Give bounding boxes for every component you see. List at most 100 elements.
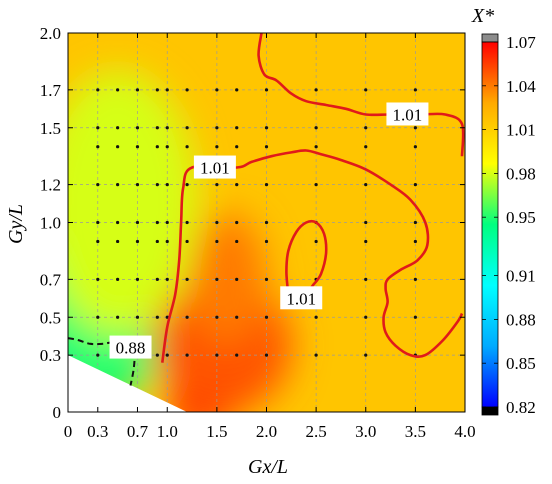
sample-point <box>135 239 140 244</box>
sample-point <box>364 220 368 225</box>
sample-point <box>116 126 120 130</box>
sample-point <box>165 353 169 357</box>
sample-point <box>314 353 318 357</box>
sample-point <box>235 145 239 149</box>
y-tick-label: 0.7 <box>40 270 62 289</box>
sample-point <box>185 353 189 357</box>
sample-point <box>314 126 318 130</box>
sample-point <box>135 183 140 187</box>
sample-point <box>364 183 368 187</box>
sample-point <box>116 239 120 244</box>
colorbar-label: X* <box>471 5 494 27</box>
sample-point <box>165 220 169 225</box>
sample-point <box>364 353 368 357</box>
sample-point <box>165 183 169 187</box>
y-tick-label: 0 <box>53 403 62 422</box>
sample-point <box>215 183 219 187</box>
colorbar-tick-label: 0.98 <box>506 164 536 183</box>
heatmap-spot <box>68 70 198 337</box>
contour-line <box>257 33 465 157</box>
sample-point <box>264 88 269 92</box>
sample-point <box>264 183 269 187</box>
sample-point <box>155 239 159 244</box>
sample-point <box>314 315 318 319</box>
x-tick-label: 1.5 <box>206 422 227 441</box>
sample-point <box>155 277 159 281</box>
colorbar-tick-label: 0.88 <box>506 310 536 329</box>
y-tick-label: 1.5 <box>40 119 61 138</box>
sample-point <box>96 183 100 187</box>
sample-point <box>364 126 368 130</box>
sample-point <box>364 239 368 244</box>
contour-label-text: 1.01 <box>286 289 316 308</box>
sample-point <box>135 126 140 130</box>
sample-point <box>185 277 189 281</box>
sample-point <box>235 126 239 130</box>
sample-point <box>413 126 417 130</box>
x-tick-label: 0 <box>64 422 73 441</box>
sample-point <box>165 126 169 130</box>
sample-point <box>413 145 417 149</box>
colorbar-tick-label: 1.04 <box>506 77 536 96</box>
sample-point <box>135 315 140 319</box>
sample-point <box>155 220 159 225</box>
x-tick-label: 1.0 <box>157 422 178 441</box>
y-axis: 0 0.3 0.5 0.7 1.0 1.2 1.5 1.7 2.0 <box>40 24 465 422</box>
contour-label: 1.01 <box>386 102 429 126</box>
invalid-region <box>68 355 188 412</box>
sample-point <box>155 353 159 357</box>
sample-point <box>155 88 159 92</box>
colorbar-tick-label: 0.91 <box>506 267 536 286</box>
sample-point <box>185 183 189 187</box>
sample-point <box>155 315 159 319</box>
sample-point <box>185 220 189 225</box>
sample-point <box>413 315 417 319</box>
colorbar-tick-label: 1.07 <box>506 33 536 52</box>
sample-point <box>413 277 417 281</box>
y-tick-label: 1.0 <box>40 214 61 233</box>
sample-point <box>235 315 239 319</box>
sample-point <box>135 88 140 92</box>
sample-point <box>235 88 239 92</box>
sample-point <box>264 126 269 130</box>
sample-point <box>413 220 417 225</box>
contour-label: 1.01 <box>280 286 323 310</box>
contour-line <box>161 149 464 363</box>
sample-point <box>116 277 120 281</box>
y-tick-label: 0.3 <box>40 346 61 365</box>
y-tick-label: 0.5 <box>40 308 61 327</box>
sample-point <box>96 239 100 244</box>
sample-point <box>264 145 269 149</box>
sample-point <box>215 126 219 130</box>
sample-point <box>116 315 120 319</box>
sample-point <box>264 353 269 357</box>
sample-point <box>215 220 219 225</box>
sample-points <box>96 88 417 357</box>
y-tick-label: 1.2 <box>40 176 61 195</box>
sample-point <box>185 239 189 244</box>
sample-point <box>116 183 120 187</box>
sample-point <box>364 88 368 92</box>
sample-point <box>96 88 100 92</box>
sample-point <box>96 353 100 357</box>
contour-label: 1.01 <box>193 155 236 179</box>
sample-point <box>116 145 120 149</box>
sample-point <box>215 239 219 244</box>
contour-labels: 1.01 1.01 1.01 0.88 <box>109 102 429 359</box>
sample-point <box>314 145 318 149</box>
invalid-triangle <box>68 355 188 412</box>
sample-point <box>96 145 100 149</box>
colorbar-gradient <box>481 41 499 408</box>
sample-point <box>264 277 269 281</box>
colorbar-tick-label: 1.01 <box>506 121 536 140</box>
colorbar-min-cap <box>481 406 499 416</box>
sample-point <box>185 88 189 92</box>
x-axis-label: Gx/L <box>248 456 288 478</box>
sample-point <box>165 145 169 149</box>
sample-point <box>235 353 239 357</box>
sample-point <box>364 277 368 281</box>
y-axis-label: Gy/L <box>5 204 27 244</box>
x-tick-label: 3.0 <box>355 422 376 441</box>
contour-label: 0.88 <box>109 335 152 359</box>
